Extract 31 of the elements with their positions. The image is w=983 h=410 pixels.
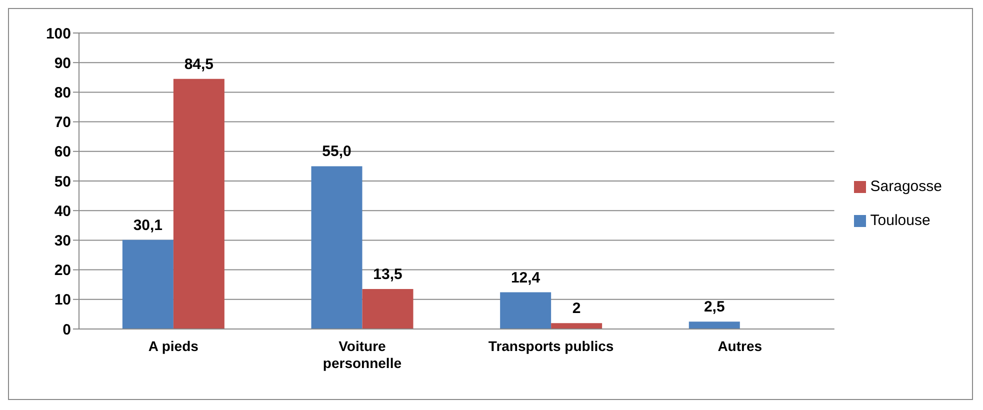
data-label: 55,0 [322,143,352,160]
x-tick-label: Autres [718,338,762,354]
y-tick-label: 20 [54,262,71,280]
bar [551,323,602,329]
data-label: 12,4 [510,269,541,286]
data-label: 2,5 [704,298,725,316]
y-tick-label: 0 [62,321,71,338]
y-tick-label: 60 [54,144,71,161]
data-label: 30,1 [133,216,163,234]
x-tick-label: A pieds [148,338,199,354]
y-tick-label: 80 [54,84,71,102]
bar [122,240,174,329]
y-tick-label: 30 [54,232,71,250]
x-tick-label: Voiture personnelle [322,338,402,371]
bar [173,78,224,329]
bar [362,289,414,329]
y-tick-label: 90 [54,54,71,72]
data-label: 84,5 [184,56,214,73]
y-tick-label: 40 [54,202,71,220]
y-tick-label: 10 [54,292,71,309]
bar [500,292,552,329]
y-tick-label: 70 [54,114,71,132]
data-label: 2 [572,300,581,318]
bar [311,166,362,329]
legend-label: Saragosse [870,178,942,195]
y-tick-label: 100 [46,25,71,42]
bar [688,322,740,329]
data-label: 13,5 [373,266,402,284]
legend-label: Toulouse [870,212,930,229]
x-tick-label: Transports publics [488,338,614,354]
y-tick-label: 50 [54,173,71,190]
